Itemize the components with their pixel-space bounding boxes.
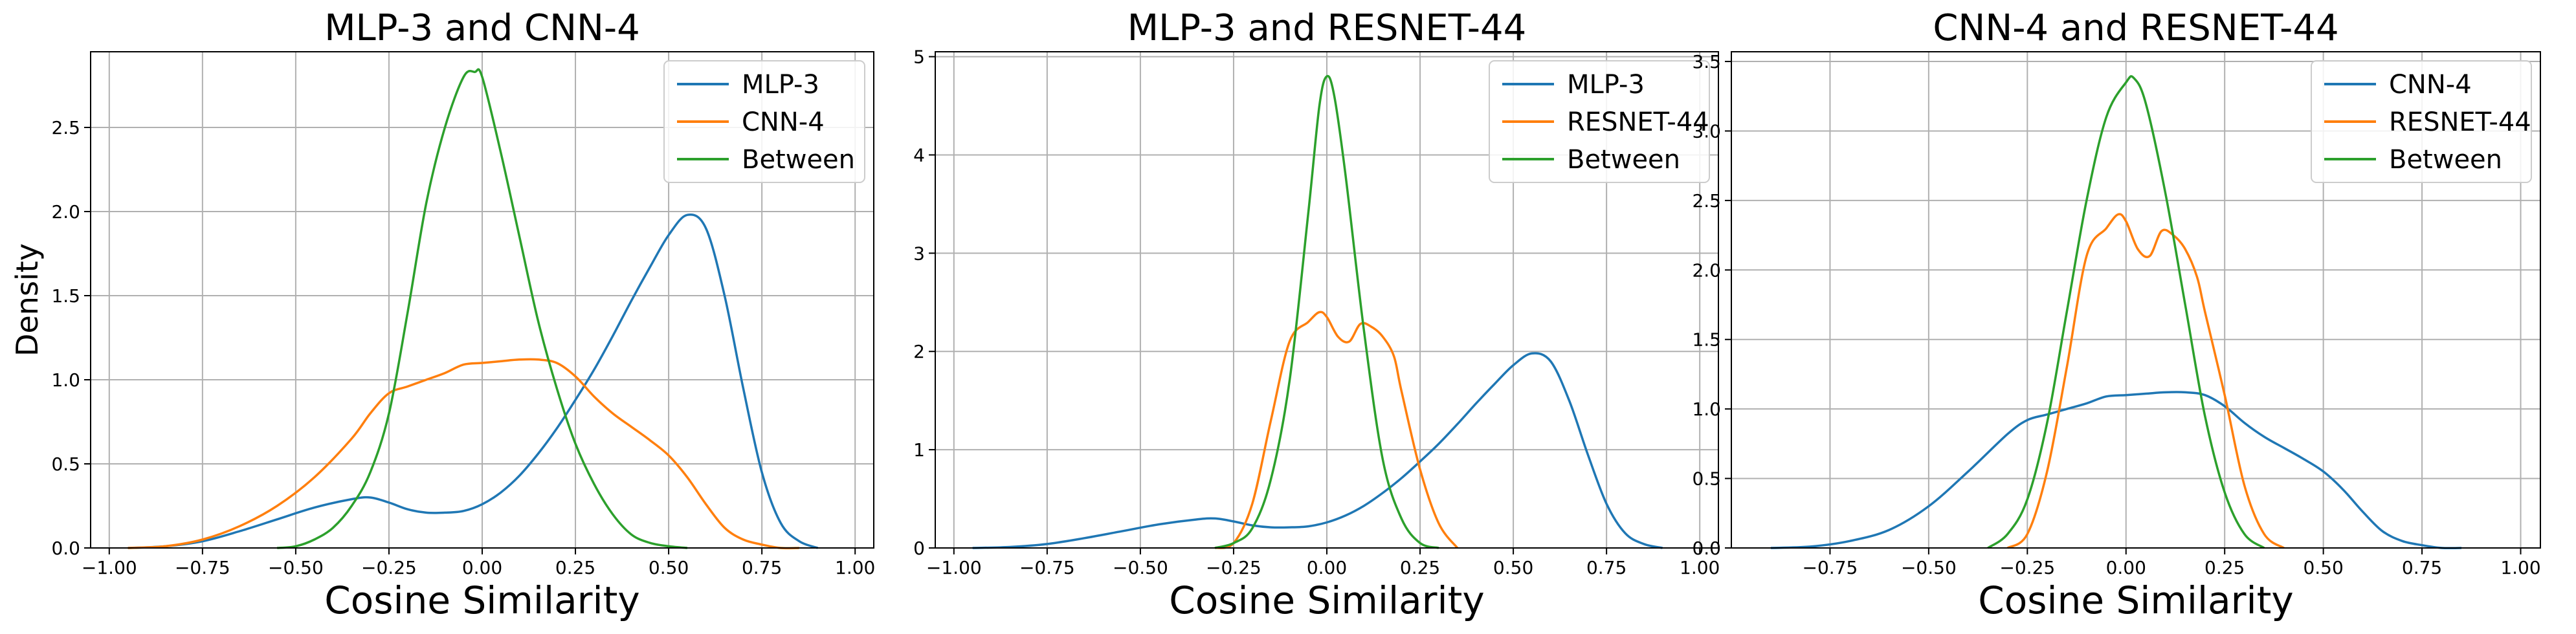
y-tick-label: 1.5: [1692, 329, 1721, 351]
legend-label: RESNET-44: [1567, 107, 1709, 137]
legend: MLP-3 RESNET-44 Between: [1489, 60, 1710, 183]
y-tick-label: 1.0: [51, 369, 80, 391]
y-tick-label: 1.5: [51, 285, 80, 307]
y-tick-label: 5: [913, 47, 925, 68]
series-line-mlp-3: [972, 352, 1663, 549]
chart-title: MLP-3 and CNN-4: [324, 7, 640, 49]
x-tick-label: 0.00: [1307, 557, 1347, 578]
x-tick-label: 0.50: [1493, 557, 1533, 578]
y-tick-label: 0.5: [1692, 468, 1721, 490]
x-tick-label: −0.75: [1803, 557, 1858, 578]
x-tick-label: 0.00: [462, 557, 502, 578]
x-tick-label: −1.00: [926, 557, 982, 578]
legend-label: MLP-3: [1567, 70, 1645, 100]
y-tick-label: 2.5: [1692, 190, 1721, 212]
legend-label: CNN-4: [2389, 70, 2472, 100]
x-tick-label: −0.50: [1901, 557, 1957, 578]
legend-label: Between: [1567, 145, 1680, 175]
legend: MLP-3 CNN-4 Between: [663, 60, 865, 183]
x-tick-label: 0.50: [649, 557, 689, 578]
x-tick-label: −0.25: [1999, 557, 2055, 578]
x-tick-label: 1.00: [835, 557, 875, 578]
x-tick-label: 0.00: [2106, 557, 2146, 578]
y-tick-label: 3: [913, 243, 925, 264]
x-tick-label: −0.25: [1206, 557, 1261, 578]
x-tick-label: 0.25: [1400, 557, 1440, 578]
y-tick-label: 3.5: [1692, 51, 1721, 72]
series-line-resnet-44: [2006, 213, 2285, 549]
series-line-cnn-4: [128, 358, 799, 550]
y-tick-label: 0: [913, 538, 925, 559]
x-tick-label: 0.25: [555, 557, 595, 578]
y-tick-label: 0.5: [51, 454, 80, 475]
x-tick-label: −0.75: [175, 557, 230, 578]
series-line-between: [1214, 74, 1439, 549]
x-tick-label: 0.25: [2204, 557, 2245, 578]
x-tick-label: 0.50: [2303, 557, 2343, 578]
y-tick-label: 2: [913, 341, 925, 362]
chart-panel-2: −1.00 −0.75 −0.50 −0.25 0.00 0.25 0.50 0.75 1.00…: [913, 7, 1720, 622]
chart-panel-1: −1.00 −0.75 −0.50 −0.25 0.00 0.25 0.50 0.75 1.00…: [10, 7, 875, 622]
y-tick-label: 1.0: [1692, 399, 1721, 420]
x-tick-label: 1.00: [2500, 557, 2540, 578]
series-line-resnet-44: [1214, 311, 1459, 549]
y-tick-label: 0.0: [1692, 538, 1721, 559]
legend-box: [1489, 60, 1710, 183]
chart-title: MLP-3 and RESNET-44: [1127, 7, 1527, 49]
x-axis-label: Cosine Similarity: [1169, 578, 1484, 622]
legend-label: CNN-4: [742, 107, 825, 137]
series-line-between: [1987, 75, 2265, 549]
series-line-cnn-4: [1770, 391, 2462, 550]
y-tick-label: 4: [913, 144, 925, 166]
legend-label: Between: [2389, 145, 2502, 175]
x-axis-label: Cosine Similarity: [324, 578, 639, 622]
x-tick-label: 0.75: [742, 557, 782, 578]
y-tick-label: 1: [913, 439, 925, 461]
y-axis-label: Density: [10, 243, 45, 356]
legend-box: [2311, 60, 2532, 183]
series-line-mlp-3: [128, 213, 819, 549]
x-tick-label: 0.75: [2402, 557, 2442, 578]
x-tick-label: −1.00: [82, 557, 137, 578]
legend-label: RESNET-44: [2389, 107, 2531, 137]
chart-panel-3: −0.75 −0.50 −0.25 0.00 0.25 0.50 0.75 1.00 0.0 0.…: [1692, 7, 2541, 622]
x-axis-label: Cosine Similarity: [1978, 578, 2293, 622]
y-tick-label: 3.0: [1692, 120, 1721, 142]
plot-area-frame: [1731, 51, 2541, 549]
y-tick-label: 2.0: [51, 201, 80, 223]
x-tick-label: −0.50: [1113, 557, 1168, 578]
x-tick-label: 0.75: [1586, 557, 1627, 578]
y-tick-label: 2.5: [51, 117, 80, 138]
x-tick-label: 1.00: [1680, 557, 1720, 578]
x-tick-label: −0.75: [1019, 557, 1075, 578]
legend-label: Between: [742, 145, 855, 175]
y-tick-label: 0.0: [51, 538, 80, 559]
legend-box: [663, 60, 865, 183]
y-tick-label: 2.0: [1692, 259, 1721, 281]
chart-title: CNN-4 and RESNET-44: [1933, 7, 2338, 49]
x-tick-label: −0.25: [361, 557, 417, 578]
legend-label: MLP-3: [742, 70, 819, 100]
series-line-between: [276, 68, 688, 549]
legend: CNN-4 RESNET-44 Between: [2311, 60, 2532, 183]
x-tick-label: −0.50: [268, 557, 324, 578]
